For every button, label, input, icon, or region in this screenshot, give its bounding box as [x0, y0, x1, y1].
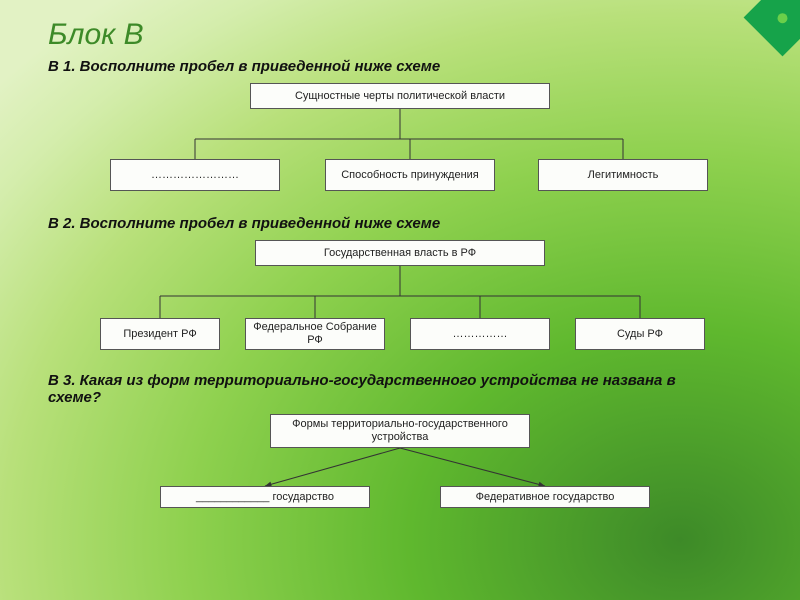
q1-top-box: Сущностные черты политической власти: [250, 83, 550, 109]
q1-child-box-2: Легитимность: [538, 159, 708, 191]
q2-child-box-1: Федеральное Собрание РФ: [245, 318, 385, 350]
q1-child-box-1: Способность принуждения: [325, 159, 495, 191]
q2-top-box: Государственная власть в РФ: [255, 240, 545, 266]
q2-heading: В 2. Восполните пробел в приведенной ниж…: [48, 215, 752, 232]
q1-child-box-0: ……………………: [110, 159, 280, 191]
q3-child-box-0: ____________ государство: [160, 486, 370, 508]
q3-child-box-1: Федеративное государство: [440, 486, 650, 508]
q3-top-box: Формы территориально-государственного ус…: [270, 414, 530, 448]
q2-child-box-0: Президент РФ: [100, 318, 220, 350]
q1-heading: В 1. Восполните пробел в приведенной ниж…: [48, 58, 752, 75]
slide-title: Блок B: [48, 18, 752, 52]
slide: Блок B В 1. Восполните пробел в приведен…: [0, 0, 800, 538]
q2-diagram: Государственная власть в РФ Президент РФ Ф…: [80, 240, 720, 358]
q2-child-box-3: Суды РФ: [575, 318, 705, 350]
q2-child-box-2: ……………: [410, 318, 550, 350]
q1-diagram: Сущностные черты политической власти ……………: [90, 83, 710, 201]
q3-diagram: Формы территориально-государственного ус…: [90, 414, 710, 514]
q3-heading: В 3. Какая из форм территориально-госуда…: [48, 372, 688, 406]
